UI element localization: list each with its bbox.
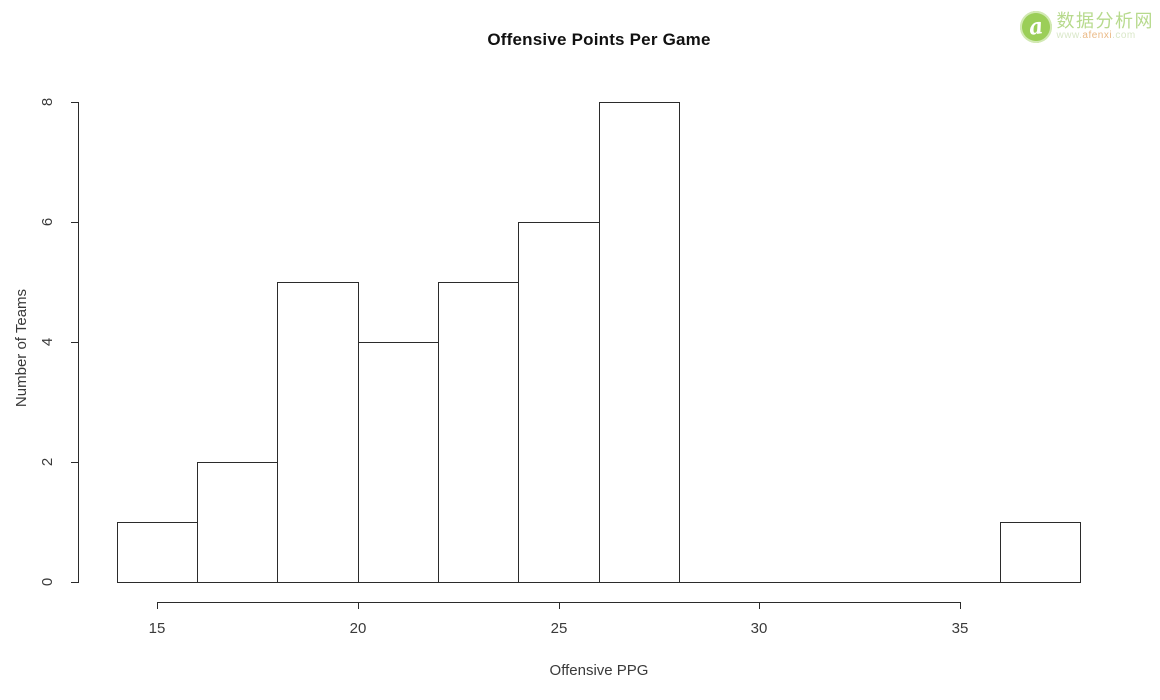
y-tick-label: 6 xyxy=(39,217,56,227)
x-tick-label: 20 xyxy=(349,620,367,637)
y-tick xyxy=(71,102,78,103)
histogram-bar xyxy=(358,342,439,583)
y-tick-label: 0 xyxy=(39,577,56,587)
y-tick-label: 2 xyxy=(39,457,56,467)
chart-title: Offensive Points Per Game xyxy=(487,30,711,49)
histogram-bar xyxy=(117,522,198,583)
url-domain: afenxi xyxy=(1082,30,1113,42)
watermark-text: 数据分析网 www.afenxi.com xyxy=(1057,12,1155,41)
x-tick-label: 15 xyxy=(148,620,166,637)
histogram-bar xyxy=(438,282,519,583)
y-axis-line xyxy=(78,102,79,583)
y-tick xyxy=(71,462,78,463)
y-tick xyxy=(71,582,78,583)
watermark: a 数据分析网 www.afenxi.com xyxy=(1017,8,1155,46)
url-prefix: www. xyxy=(1056,30,1083,42)
y-tick xyxy=(71,222,78,223)
x-tick xyxy=(960,603,961,609)
x-tick-label: 35 xyxy=(951,620,969,637)
histogram-bar xyxy=(277,282,359,583)
y-axis-label: Number of Teams xyxy=(13,288,30,408)
url-suffix: .com xyxy=(1112,30,1136,42)
histogram-bar xyxy=(1000,522,1081,583)
logo-letter: a xyxy=(1026,13,1045,41)
x-axis-label: Offensive PPG xyxy=(549,662,649,679)
histogram-bar xyxy=(599,102,680,583)
x-tick xyxy=(759,603,760,609)
watermark-url: www.afenxi.com xyxy=(1056,30,1155,42)
y-tick-label: 4 xyxy=(39,337,56,347)
x-tick xyxy=(358,603,359,609)
x-tick xyxy=(559,603,560,609)
y-tick-label: 8 xyxy=(39,97,56,107)
x-tick xyxy=(157,603,158,609)
x-tick-label: 30 xyxy=(750,620,768,637)
x-tick-label: 25 xyxy=(550,620,568,637)
x-axis-line xyxy=(157,602,961,603)
watermark-brand: 数据分析网 xyxy=(1056,11,1154,32)
afenxi-logo-icon: a xyxy=(1017,8,1054,46)
histogram-bar xyxy=(518,222,600,583)
y-tick xyxy=(71,342,78,343)
histogram-bar xyxy=(197,462,278,583)
